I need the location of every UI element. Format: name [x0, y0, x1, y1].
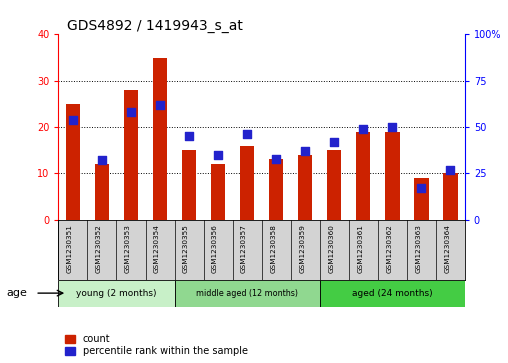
- Point: [69, 117, 77, 123]
- Bar: [320, 280, 465, 307]
- Point: [272, 156, 280, 162]
- Text: GSM1230364: GSM1230364: [444, 224, 450, 273]
- Bar: [124, 90, 138, 220]
- Legend: count, percentile rank within the sample: count, percentile rank within the sample: [64, 332, 249, 358]
- Text: GSM1230353: GSM1230353: [125, 224, 131, 273]
- Bar: [240, 146, 255, 220]
- Text: GSM1230352: GSM1230352: [96, 224, 102, 273]
- Point: [388, 124, 396, 130]
- Text: young (2 months): young (2 months): [76, 289, 157, 298]
- Point: [243, 131, 251, 137]
- Text: middle aged (12 months): middle aged (12 months): [196, 289, 298, 298]
- Bar: [269, 159, 283, 220]
- Text: GSM1230354: GSM1230354: [154, 224, 160, 273]
- Bar: [175, 280, 320, 307]
- Text: GSM1230357: GSM1230357: [241, 224, 247, 273]
- Bar: [66, 104, 80, 220]
- Text: GSM1230361: GSM1230361: [357, 224, 363, 273]
- Point: [156, 102, 164, 108]
- Text: GSM1230358: GSM1230358: [270, 224, 276, 273]
- Point: [417, 185, 425, 191]
- Point: [446, 167, 454, 172]
- Bar: [356, 132, 370, 220]
- Point: [330, 139, 338, 145]
- Text: aged (24 months): aged (24 months): [352, 289, 432, 298]
- Text: GSM1230359: GSM1230359: [299, 224, 305, 273]
- Point: [359, 126, 367, 132]
- Point: [301, 148, 309, 154]
- Text: GSM1230363: GSM1230363: [415, 224, 421, 273]
- Bar: [443, 173, 458, 220]
- Text: GSM1230362: GSM1230362: [386, 224, 392, 273]
- Point: [214, 152, 222, 158]
- Text: age: age: [6, 288, 27, 298]
- Bar: [298, 155, 312, 220]
- Point: [185, 133, 193, 139]
- Text: GSM1230360: GSM1230360: [328, 224, 334, 273]
- Bar: [182, 150, 196, 220]
- Bar: [385, 132, 399, 220]
- Text: GSM1230356: GSM1230356: [212, 224, 218, 273]
- Bar: [58, 280, 175, 307]
- Bar: [94, 164, 109, 220]
- Point: [98, 158, 106, 163]
- Point: [127, 109, 135, 115]
- Text: GSM1230351: GSM1230351: [67, 224, 73, 273]
- Bar: [211, 164, 226, 220]
- Text: GSM1230355: GSM1230355: [183, 224, 189, 273]
- Bar: [327, 150, 341, 220]
- Bar: [414, 178, 429, 220]
- Bar: [153, 58, 167, 220]
- Text: GDS4892 / 1419943_s_at: GDS4892 / 1419943_s_at: [67, 20, 242, 33]
